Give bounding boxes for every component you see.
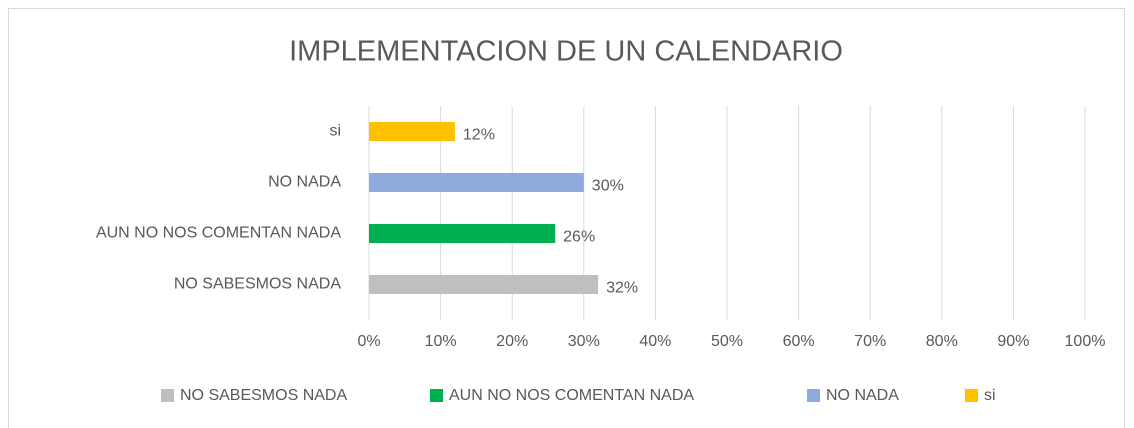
bar [369, 122, 455, 141]
x-tick-label: 0% [357, 333, 380, 350]
y-tick-label: NO NADA [268, 174, 341, 191]
y-tick-label: AUN NO NOS COMENTAN NADA [96, 225, 341, 242]
legend-label: AUN NO NOS COMENTAN NADA [449, 387, 694, 404]
legend-swatch [807, 389, 820, 402]
x-tick-label: 70% [854, 333, 886, 350]
x-tick-label: 10% [425, 333, 457, 350]
bar [369, 275, 599, 294]
bar [369, 224, 556, 243]
legend-swatch [430, 389, 443, 402]
x-tick-label: 100% [1065, 333, 1106, 350]
legend-swatch [161, 389, 174, 402]
x-tick-label: 40% [639, 333, 671, 350]
data-label: 26% [563, 229, 595, 246]
x-tick-label: 50% [711, 333, 743, 350]
data-label: 30% [592, 178, 624, 195]
data-label: 12% [463, 127, 495, 144]
x-tick-label: 20% [496, 333, 528, 350]
legend-swatch [965, 389, 978, 402]
y-tick-label: NO SABESMOS NADA [174, 276, 341, 293]
legend-label: NO SABESMOS NADA [180, 387, 347, 404]
x-tick-label: 60% [783, 333, 815, 350]
chart-title: IMPLEMENTACION DE UN CALENDARIO [289, 36, 843, 68]
chart-border [8, 8, 1125, 428]
x-tick-label: 80% [926, 333, 958, 350]
x-tick-label: 90% [997, 333, 1029, 350]
y-tick-label: si [329, 123, 341, 140]
legend-label: NO NADA [826, 387, 899, 404]
bar [369, 173, 584, 192]
x-tick-label: 30% [568, 333, 600, 350]
legend-label: si [984, 387, 996, 404]
data-label: 32% [606, 280, 638, 297]
